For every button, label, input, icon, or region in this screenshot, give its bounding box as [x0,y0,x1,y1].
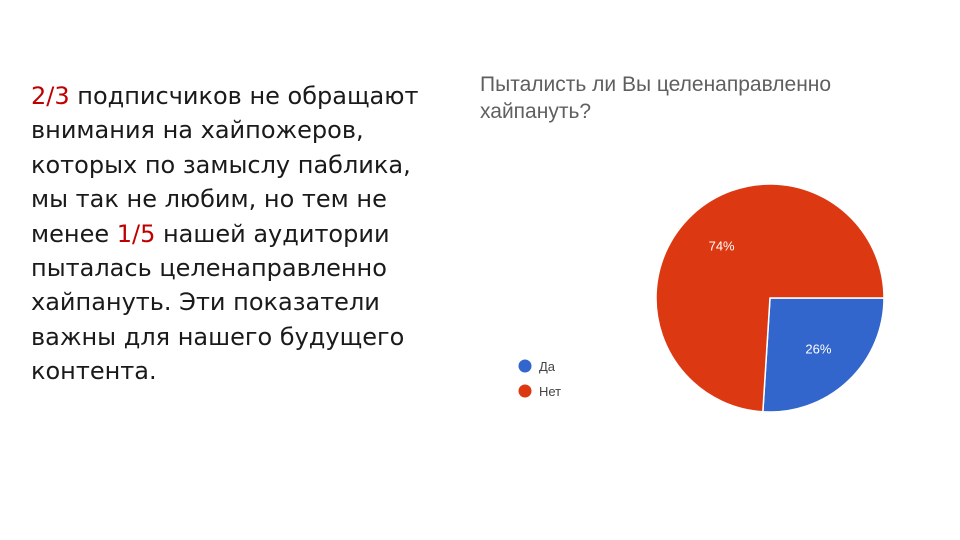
slice-label-yes: 26% [805,342,831,357]
slice-label-no: 74% [709,238,735,253]
fraction-one-fifth: 1/5 [116,219,156,248]
text-part-1: подписчиков не обращают внимания на хайп… [31,82,419,248]
pie-slice-yes [762,297,885,413]
legend-marker-no [518,384,532,398]
legend: Да Нет [518,359,561,399]
legend-label-no: Нет [539,384,561,399]
text-part-2: нашей аудитории пыталась целенаправленно… [31,219,405,386]
pie-slice-no [655,183,885,413]
pie-slices [655,183,885,413]
slide-text: 2/3 подписчиков не обращают внимания на … [31,79,451,389]
legend-label-yes: Да [539,359,556,374]
pie-slice-labels: 26% 74% [709,238,832,356]
fraction-two-thirds: 2/3 [31,82,70,110]
legend-marker-yes [518,359,532,373]
chart-title: Пыталисть ли Вы целенаправленно хайпанут… [480,73,832,123]
